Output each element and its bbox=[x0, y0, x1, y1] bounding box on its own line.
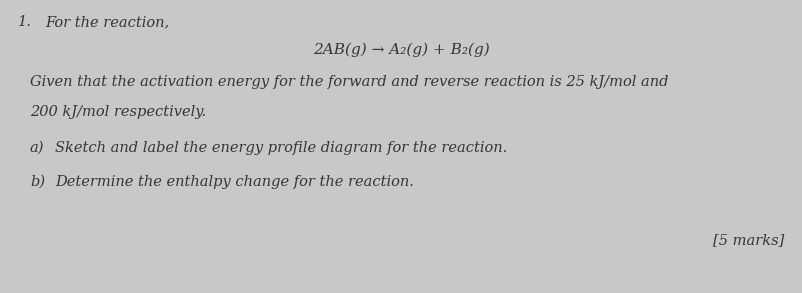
Text: Sketch and label the energy profile diagram for the reaction.: Sketch and label the energy profile diag… bbox=[55, 141, 507, 155]
Text: Determine the enthalpy change for the reaction.: Determine the enthalpy change for the re… bbox=[55, 175, 414, 189]
Text: [5 marks]: [5 marks] bbox=[713, 233, 784, 247]
Text: 1.: 1. bbox=[18, 15, 32, 29]
Text: b): b) bbox=[30, 175, 45, 189]
Text: For the reaction,: For the reaction, bbox=[45, 15, 169, 29]
Text: 200 kJ/mol respectively.: 200 kJ/mol respectively. bbox=[30, 105, 206, 119]
Text: Given that the activation energy for the forward and reverse reaction is 25 kJ/m: Given that the activation energy for the… bbox=[30, 75, 669, 89]
Text: 2AB(g) → A₂(g) + B₂(g): 2AB(g) → A₂(g) + B₂(g) bbox=[313, 43, 489, 57]
Text: a): a) bbox=[30, 141, 44, 155]
